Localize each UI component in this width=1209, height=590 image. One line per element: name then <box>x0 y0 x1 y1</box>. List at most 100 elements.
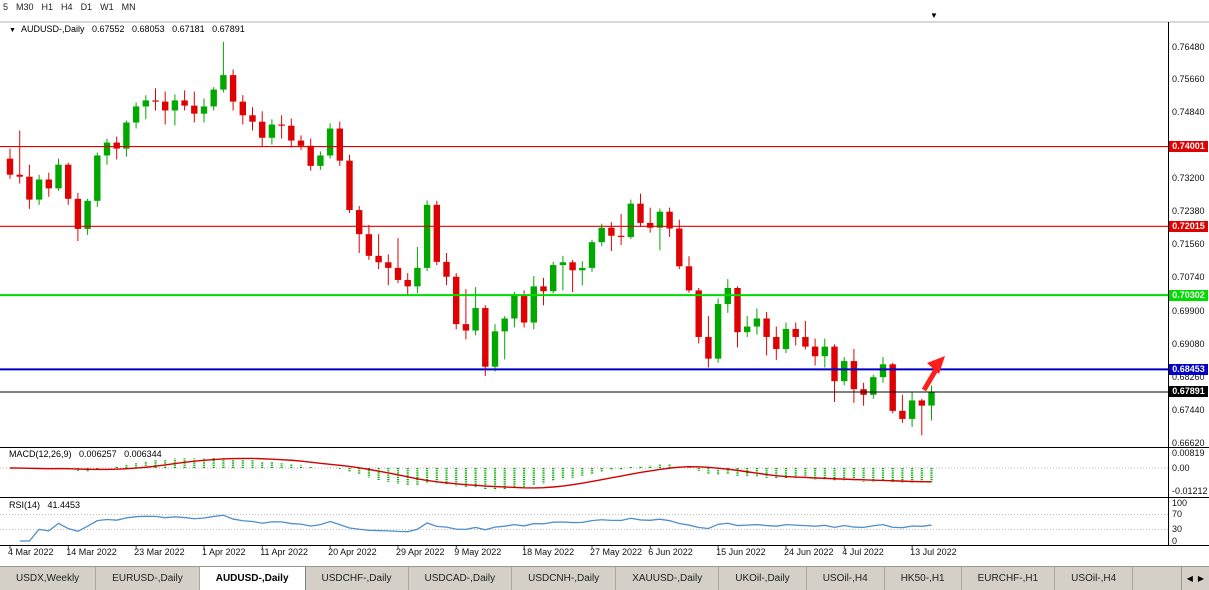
candle-up <box>171 100 179 111</box>
candle-down <box>152 100 159 102</box>
candle-up <box>35 179 43 200</box>
candle-down <box>239 101 246 116</box>
rsi-value: 41.4453 <box>47 500 81 510</box>
candle-down <box>336 128 343 161</box>
tabs-scroll-right-icon[interactable]: ▶ <box>1197 574 1204 583</box>
candle-down <box>288 125 295 141</box>
candle-down <box>45 179 52 189</box>
candle-up <box>268 124 276 138</box>
candle-down <box>802 336 809 347</box>
candle-up <box>132 106 140 123</box>
chart-tab-usdcad-daily[interactable]: USDCAD-,Daily <box>409 567 513 590</box>
candle-up <box>511 296 518 319</box>
candle-down <box>705 336 712 359</box>
candle-up <box>220 75 227 90</box>
candle-down <box>191 105 198 114</box>
chart-header: ▼ AUDUSD-,Daily 0.67552 0.68053 0.67181 … <box>9 24 250 34</box>
candle-down <box>666 211 673 229</box>
candle-down <box>695 290 702 337</box>
candle-up <box>908 400 916 419</box>
candle-down <box>540 286 547 292</box>
chart-tab-usdchf-daily[interactable]: USDCHF-,Daily <box>306 567 409 590</box>
candle-down <box>792 328 799 337</box>
candle-up <box>142 100 149 107</box>
candle-up <box>472 308 479 331</box>
chart-tab-usdcnh-daily[interactable]: USDCNH-,Daily <box>512 567 617 590</box>
candle-up <box>326 128 334 156</box>
candle-down <box>433 204 440 262</box>
candle-down <box>453 276 460 325</box>
timeframe-button-h1[interactable]: H1 <box>41 2 54 12</box>
candle-up <box>123 122 130 149</box>
macd-indicator-label: MACD(12,26,9) 0.006257 0.006344 <box>9 449 167 459</box>
symbol-marker-icon: ▼ <box>9 27 16 34</box>
candle-up <box>753 318 761 327</box>
candle-down <box>181 100 188 106</box>
ohlc-open: 0.67552 <box>91 24 125 34</box>
candle-down <box>278 124 285 126</box>
candle-up <box>782 328 790 350</box>
candle-down <box>462 324 470 331</box>
rsi-line <box>19 514 932 542</box>
candle-down <box>365 234 373 256</box>
chart-symbol-label: AUDUSD-,Daily <box>20 24 85 34</box>
ohlc-low: 0.67181 <box>172 24 205 34</box>
candle-down <box>375 255 382 263</box>
candle-down <box>229 75 237 102</box>
candle-up <box>928 391 935 406</box>
tabs-scroll-left-icon[interactable]: ◀ <box>1186 574 1193 583</box>
candle-down <box>297 140 305 146</box>
candle-up <box>598 227 605 243</box>
ohlc-close: 0.67891 <box>212 24 245 34</box>
chart-shift-marker-icon[interactable]: ▼ <box>930 11 938 20</box>
chart-tab-hk50-h1[interactable]: HK50-,H1 <box>885 567 962 590</box>
candle-up <box>200 106 208 114</box>
candle-down <box>307 145 314 166</box>
candle-up <box>656 211 664 228</box>
chart-tab-usdx-weekly[interactable]: USDX,Weekly <box>0 567 97 590</box>
candle-down <box>113 142 120 149</box>
candle-down <box>773 336 780 350</box>
candle-down <box>26 176 33 200</box>
chart-tab-usoil-h4[interactable]: USOil-,H4 <box>807 567 885 590</box>
candle-down <box>647 222 654 228</box>
chart-tab-eurusd-daily[interactable]: EURUSD-,Daily <box>96 567 200 590</box>
chart-tabs-bar: USDX,Weekly EURUSD-,Daily AUDUSD-,Daily USD… <box>0 566 1209 590</box>
candle-up <box>550 265 557 292</box>
macd-value-2: 0.006344 <box>124 449 162 459</box>
timeframe-button-h4[interactable]: H4 <box>61 2 73 12</box>
chart-tab-audusd-daily[interactable]: AUDUSD-,Daily <box>199 567 306 590</box>
candle-down <box>763 318 770 337</box>
chart-tab-xauusd-daily[interactable]: XAUUSD-,Daily <box>616 567 720 590</box>
candle-down <box>16 174 23 177</box>
timeframe-toolbar: 5 M30 H1 H4 D1 W1 MN <box>0 0 1209 14</box>
chart-tab-eurchf-h1[interactable]: EURCHF-,H1 <box>962 567 1056 590</box>
timeframe-button-5[interactable]: 5 <box>3 2 9 12</box>
timeframe-button-mn[interactable]: MN <box>121 2 136 12</box>
candle-up <box>530 286 537 323</box>
candle-down <box>617 235 625 237</box>
rsi-name: RSI(14) <box>9 500 41 510</box>
candle-down <box>404 279 411 287</box>
candle-down <box>6 158 14 175</box>
up-arrow-annotation[interactable] <box>921 366 940 392</box>
timeframe-button-w1[interactable]: W1 <box>100 2 114 12</box>
candle-up <box>559 262 567 266</box>
tabs-scroll-controls: ◀ ▶ <box>1180 567 1209 590</box>
candle-down <box>637 203 644 223</box>
candle-down <box>162 101 169 111</box>
timeframe-button-m30[interactable]: M30 <box>16 2 34 12</box>
chart-tab-ukoil-daily[interactable]: UKOil-,Daily <box>719 567 807 590</box>
candle-up <box>821 346 828 357</box>
timeframe-button-d1[interactable]: D1 <box>80 2 93 12</box>
candle-up <box>870 377 877 395</box>
up-arrow-annotation-head <box>927 356 945 374</box>
candle-down <box>676 228 683 267</box>
candle-up <box>55 164 62 189</box>
candle-down <box>443 261 450 277</box>
macd-name: MACD(12,26,9) <box>9 449 72 459</box>
chart-tab-usoil-h4[interactable]: USOil-,H4 <box>1055 567 1134 590</box>
candle-down <box>569 262 576 271</box>
candle-down <box>831 346 838 382</box>
